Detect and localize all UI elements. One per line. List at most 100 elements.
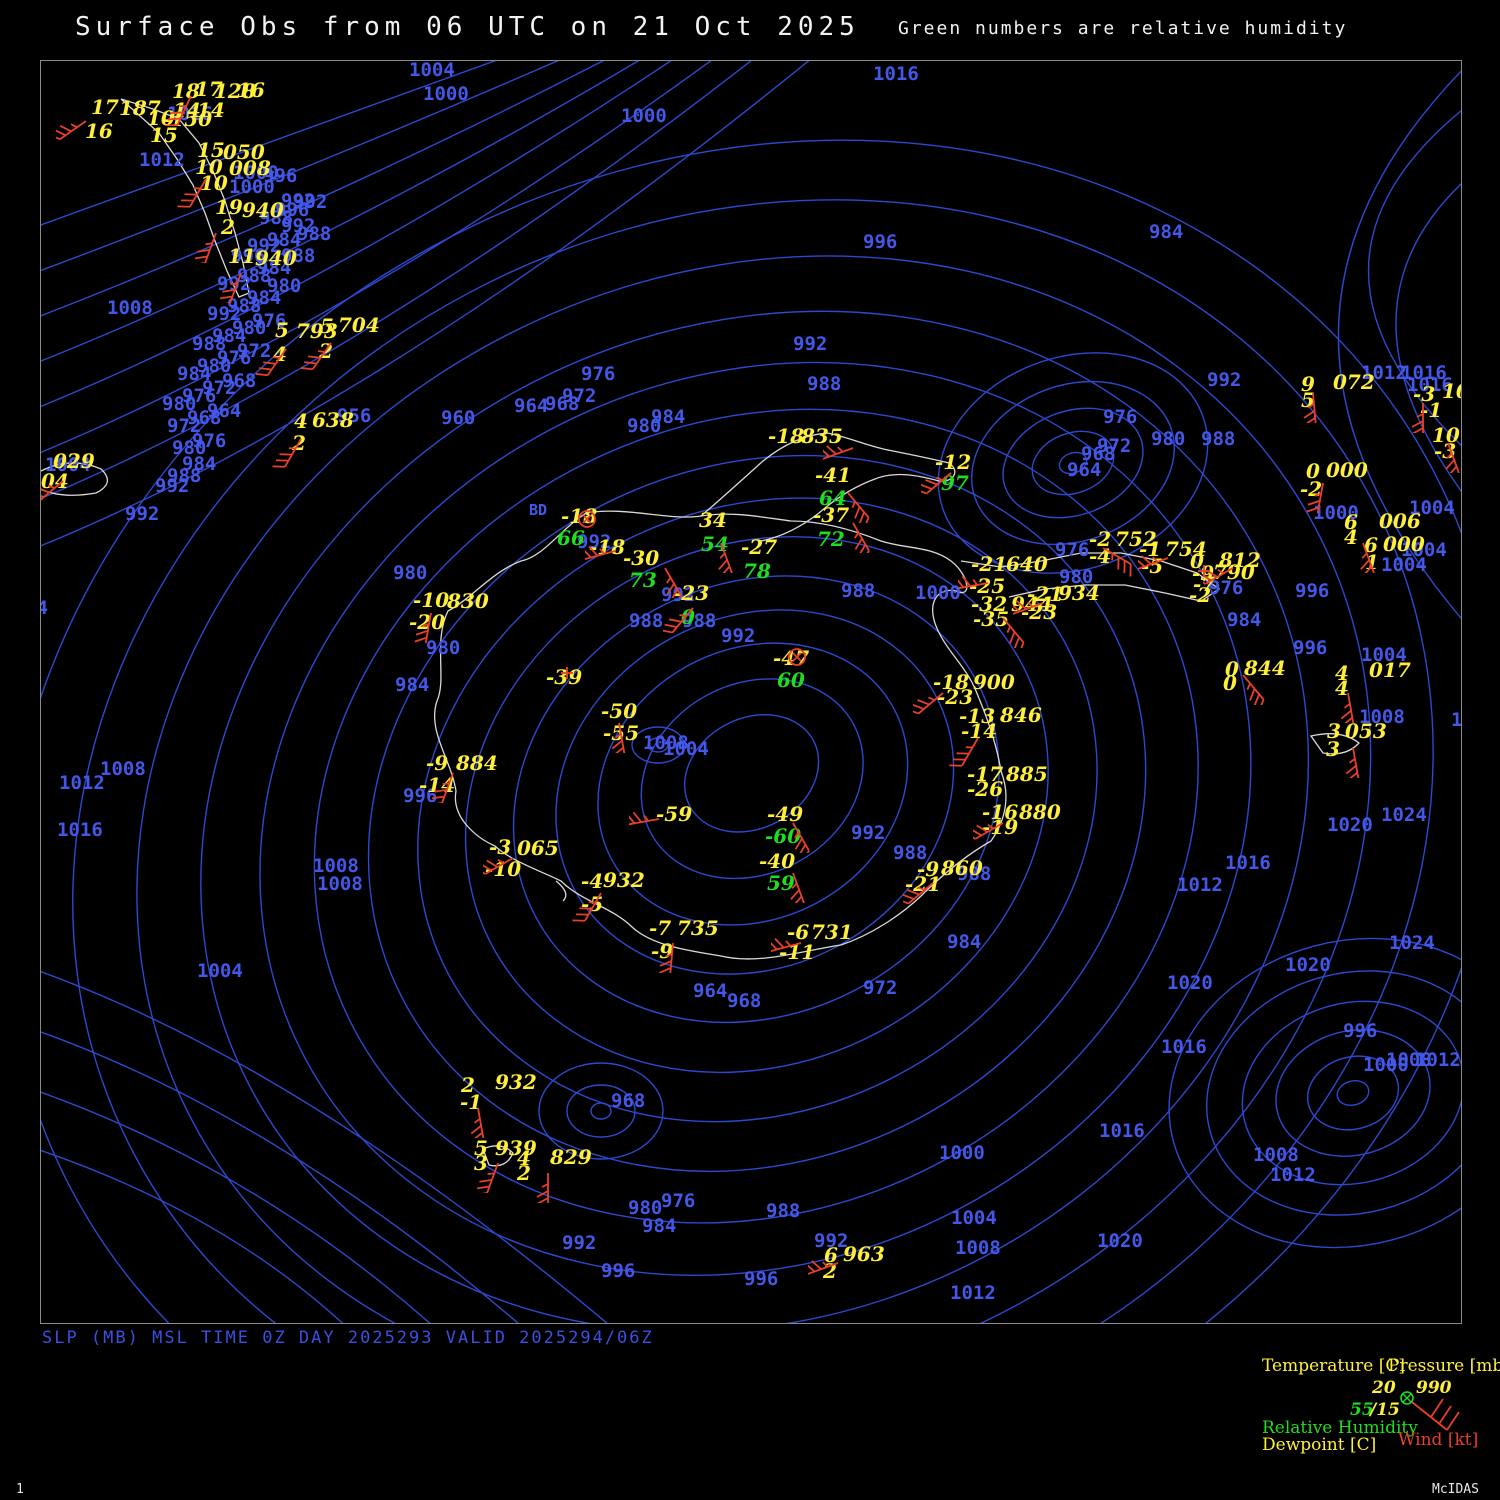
humidity-note: Green numbers are relative humidity bbox=[898, 18, 1348, 39]
contour-label: 996 bbox=[1293, 637, 1328, 659]
humidity-value: 66 bbox=[557, 526, 585, 550]
station-value: 16 bbox=[85, 119, 113, 143]
contour-label: 972 bbox=[562, 385, 597, 407]
contour-label: 984 bbox=[182, 453, 217, 475]
contour-label: 972 bbox=[863, 977, 898, 999]
station-value: 4 bbox=[273, 342, 287, 366]
contour-label: 992 bbox=[814, 1230, 849, 1252]
legend-pressure-label: Pressure [mb] bbox=[1388, 1356, 1500, 1376]
station-value: 754 bbox=[1165, 537, 1207, 561]
contour-label: 1016 bbox=[1099, 1120, 1145, 1142]
station-value: -23 bbox=[937, 685, 974, 709]
station-value: 065 bbox=[517, 836, 559, 860]
brand-label: McIDAS bbox=[1432, 1482, 1479, 1497]
wind-barb-icon bbox=[1293, 453, 1353, 520]
contour-label: 1008 bbox=[317, 873, 363, 895]
contour-label: 984 bbox=[1149, 221, 1184, 243]
contour-label: 992 bbox=[293, 191, 328, 213]
wind-barb-icon bbox=[211, 243, 271, 306]
contour-label: 984 bbox=[395, 674, 430, 696]
station-circle-icon bbox=[576, 508, 598, 530]
station-value: -10 bbox=[413, 588, 450, 612]
station-value: -12 bbox=[935, 450, 972, 474]
station-value: 11 bbox=[228, 244, 256, 268]
contour-label: 972 bbox=[237, 340, 272, 362]
station-value: 15 bbox=[150, 123, 178, 147]
wind-barb-icon bbox=[255, 319, 316, 379]
contour-label: 988 bbox=[281, 245, 316, 267]
contour-label: 980 bbox=[1059, 566, 1094, 588]
contour-label: 980 bbox=[628, 1197, 663, 1219]
contour-label: 988 bbox=[167, 465, 202, 487]
contour-label: 968 bbox=[187, 407, 222, 429]
station-value: 0 bbox=[1306, 459, 1320, 483]
legend-sample-pressure: 990 bbox=[1416, 1378, 1452, 1398]
station-value: -4 bbox=[581, 869, 604, 893]
contour-label: 1012 bbox=[1361, 362, 1407, 384]
contour-label: 1020 bbox=[1097, 1230, 1143, 1252]
contour-label: 1020 bbox=[1327, 814, 1373, 836]
station-value: -20 bbox=[409, 610, 446, 634]
humidity-value: 0 bbox=[681, 605, 695, 629]
station-value: -6 bbox=[787, 920, 810, 944]
contour-label: 992 bbox=[125, 503, 160, 525]
wind-barb-icon bbox=[271, 409, 331, 469]
wind-barb-icon bbox=[1073, 518, 1133, 578]
contour-label: 988 bbox=[957, 863, 992, 885]
contour-label: 1016 bbox=[1401, 362, 1447, 384]
contour-label: 1000 bbox=[621, 105, 667, 127]
contour-label: 992 bbox=[577, 531, 612, 553]
wind-barb-icon bbox=[763, 843, 823, 914]
contour-label: 1000 bbox=[229, 176, 275, 198]
station-value: -32 bbox=[971, 592, 1008, 616]
contour-label: 968 bbox=[727, 990, 762, 1012]
station-value: 2 bbox=[461, 1073, 475, 1097]
contour-label: 976 bbox=[252, 310, 287, 332]
contour-label: 980 bbox=[172, 437, 207, 459]
wind-barb-icon bbox=[691, 513, 751, 584]
contour-label: 984 bbox=[1227, 609, 1262, 631]
isobar-contours bbox=[41, 61, 1461, 1323]
wind-barb-icon bbox=[176, 149, 236, 209]
contour-label: 980 bbox=[627, 415, 662, 437]
contour-label: 1004 bbox=[663, 738, 709, 760]
station-value: -41 bbox=[815, 463, 852, 487]
station-value: -18 bbox=[768, 424, 805, 448]
station-value: 884 bbox=[456, 751, 498, 775]
contour-label: 972 bbox=[202, 377, 237, 399]
contour-label: 964 bbox=[207, 400, 242, 422]
station-value: -18 bbox=[589, 535, 626, 559]
contour-label: 1008 bbox=[643, 732, 689, 754]
station-value: 17 bbox=[195, 77, 223, 101]
contour-label: 996 bbox=[601, 1260, 636, 1282]
contour-label: 1008 bbox=[1253, 1144, 1299, 1166]
station-circle-icon bbox=[786, 646, 808, 668]
contour-label: 1008 bbox=[1386, 1049, 1432, 1071]
humidity-value: 78 bbox=[743, 559, 771, 583]
contour-label: 976 bbox=[1209, 577, 1244, 599]
contour-label: 1020 bbox=[1285, 954, 1331, 976]
station-value: 4 bbox=[1335, 676, 1349, 700]
station-value: 790 bbox=[1213, 560, 1255, 584]
station-value: 10 bbox=[147, 106, 175, 130]
contour-label: 1008 bbox=[100, 758, 146, 780]
station-plus-icon bbox=[556, 662, 578, 684]
contour-label: 1016 bbox=[1161, 1036, 1207, 1058]
humidity-value: 59 bbox=[767, 871, 795, 895]
wind-barb-icon bbox=[41, 451, 93, 511]
station-value: -39 bbox=[546, 665, 583, 689]
contour-label: 976 bbox=[1055, 539, 1090, 561]
contour-label: 1012 bbox=[1415, 1049, 1461, 1071]
contour-label: 988 bbox=[893, 842, 928, 864]
station-value: -3 bbox=[489, 835, 512, 859]
contour-label: 1008 bbox=[107, 297, 153, 319]
station-value: 2 bbox=[517, 1161, 531, 1185]
contour-label: 1016 bbox=[1225, 852, 1271, 874]
contour-label: 1012 bbox=[1177, 874, 1223, 896]
station-value: -35 bbox=[973, 607, 1010, 631]
contour-label: 1004 bbox=[1381, 554, 1427, 576]
station-value: 944 bbox=[1011, 592, 1053, 616]
legend-relative-humidity-label: Relative Humidity bbox=[1262, 1418, 1418, 1438]
station-value: 029 bbox=[53, 449, 95, 473]
station-value: 880 bbox=[1019, 800, 1061, 824]
